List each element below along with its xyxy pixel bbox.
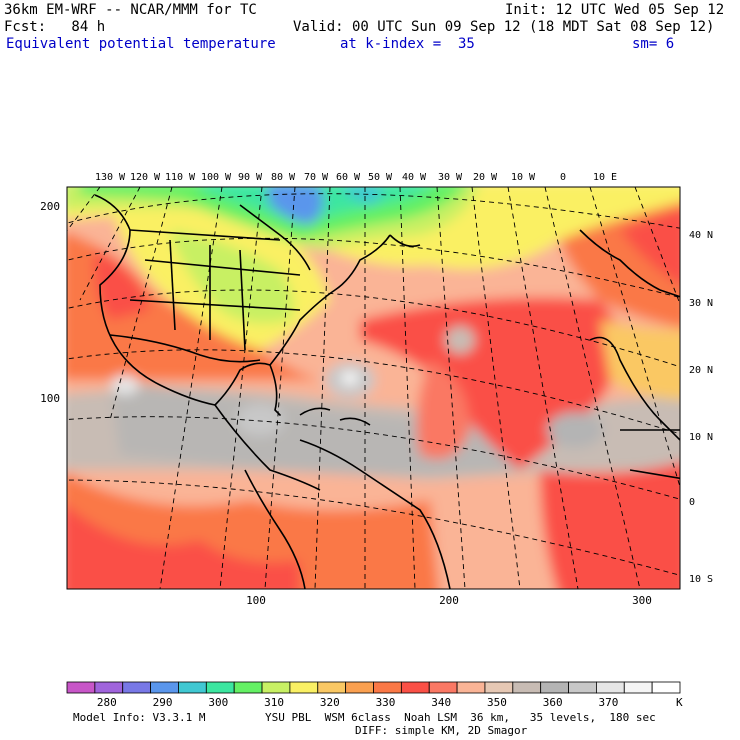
- colorbar-swatch: [373, 681, 402, 694]
- lon-label: 60 W: [336, 172, 361, 183]
- lon-label: 30 W: [438, 172, 463, 183]
- colorbar-swatch: [317, 681, 347, 694]
- grid-x-label: 200: [439, 594, 459, 607]
- colorbar-swatch: [456, 681, 486, 694]
- colorbar-swatch: [122, 681, 151, 694]
- lon-label: 10 W: [511, 172, 536, 183]
- colorbar-unit: K: [676, 696, 683, 709]
- colorbar-swatch: [66, 681, 96, 694]
- colorbar-swatch: [345, 681, 374, 694]
- grid-x-label: 300: [632, 594, 652, 607]
- colorbar-swatch: [178, 681, 207, 694]
- lat-label: 10 S: [689, 574, 713, 585]
- lon-label: 0: [560, 172, 566, 183]
- lon-label: 40 W: [402, 172, 427, 183]
- lon-label: 90 W: [238, 172, 263, 183]
- model-title: 36km EM-WRF -- NCAR/MMM for TC: [4, 2, 257, 18]
- colorbar-swatch: [484, 681, 514, 694]
- lon-label: 20 W: [473, 172, 498, 183]
- colorbar: [66, 681, 681, 694]
- lon-label: 80 W: [271, 172, 296, 183]
- colorbar-tick-label: 280: [97, 696, 117, 709]
- grid-x-labels: 100 200 300: [246, 594, 652, 607]
- valid-time: Valid: 00 UTC Sun 09 Sep 12 (18 MDT Sat …: [293, 19, 715, 35]
- lon-label: 70 W: [304, 172, 329, 183]
- physics-info: YSU PBL WSM 6class Noah LSM 36 km, 35 le…: [265, 711, 656, 724]
- lat-label: 0: [689, 497, 695, 508]
- colorbar-tick-label: 290: [153, 696, 173, 709]
- colorbar-tick-label: 330: [376, 696, 396, 709]
- lon-label: 130 W: [95, 172, 126, 183]
- model-info: Model Info: V3.3.1 M: [73, 711, 206, 724]
- colorbar-swatch: [233, 681, 263, 694]
- colorbar-swatch: [512, 681, 542, 694]
- diffusion-info: DIFF: simple KM, 2D Smagor: [355, 724, 528, 737]
- colorbar-tick-labels: 280 290 300 310 320 330 340 350 360 370: [97, 696, 618, 709]
- colorbar-tick-label: 320: [320, 696, 340, 709]
- grid-y-labels: 200 100: [40, 200, 60, 405]
- colorbar-swatch: [540, 681, 569, 694]
- colorbar-swatch: [400, 681, 430, 694]
- lon-label: 100 W: [201, 172, 232, 183]
- colorbar-tick-label: 370: [598, 696, 618, 709]
- init-time: Init: 12 UTC Wed 05 Sep 12: [505, 2, 725, 18]
- lat-label: 40 N: [689, 230, 713, 241]
- colorbar-tick-label: 350: [487, 696, 507, 709]
- grid-y-label: 100: [40, 392, 60, 405]
- coastlines: [94, 194, 680, 589]
- map-frame: [66, 186, 681, 590]
- grid-y-label: 200: [40, 200, 60, 213]
- longitude-labels: 130 W 120 W 110 W 100 W 90 W 80 W 70 W 60 W 50 W…: [95, 172, 617, 183]
- latitude-labels: 40 N 30 N 20 N 10 N 0 10 S: [689, 230, 713, 585]
- colorbar-swatch: [428, 681, 458, 694]
- colorbar-swatch: [261, 681, 291, 694]
- colorbar-swatch: [623, 681, 653, 694]
- forecast-hour: Fcst: 84 h: [4, 19, 106, 35]
- lat-label: 10 N: [689, 432, 713, 443]
- colorbar-tick-label: 300: [208, 696, 228, 709]
- colorbar-swatch: [94, 681, 124, 694]
- colorbar-tick-label: 360: [543, 696, 563, 709]
- lon-label: 50 W: [368, 172, 393, 183]
- lon-label: 110 W: [165, 172, 196, 183]
- colorbar-swatch: [568, 681, 597, 694]
- colorbar-swatch: [205, 681, 235, 694]
- colorbar-swatch: [596, 681, 625, 694]
- lat-label: 30 N: [689, 298, 713, 309]
- colorbar-tick-label: 340: [431, 696, 451, 709]
- lat-label: 20 N: [689, 365, 713, 376]
- theta-e-field: [67, 187, 680, 589]
- colorbar-swatch: [150, 681, 179, 694]
- level-label: at k-index = 35: [340, 36, 475, 52]
- colorbar-swatch: [289, 681, 319, 694]
- graticule: [67, 187, 680, 589]
- colorbar-tick-label: 310: [264, 696, 284, 709]
- lon-label: 10 E: [593, 172, 617, 183]
- smoothing-label: sm= 6: [632, 36, 675, 52]
- lon-label: 120 W: [130, 172, 161, 183]
- field-name: Equivalent potential temperature: [6, 36, 276, 52]
- colorbar-swatch: [651, 681, 681, 694]
- grid-x-label: 100: [246, 594, 266, 607]
